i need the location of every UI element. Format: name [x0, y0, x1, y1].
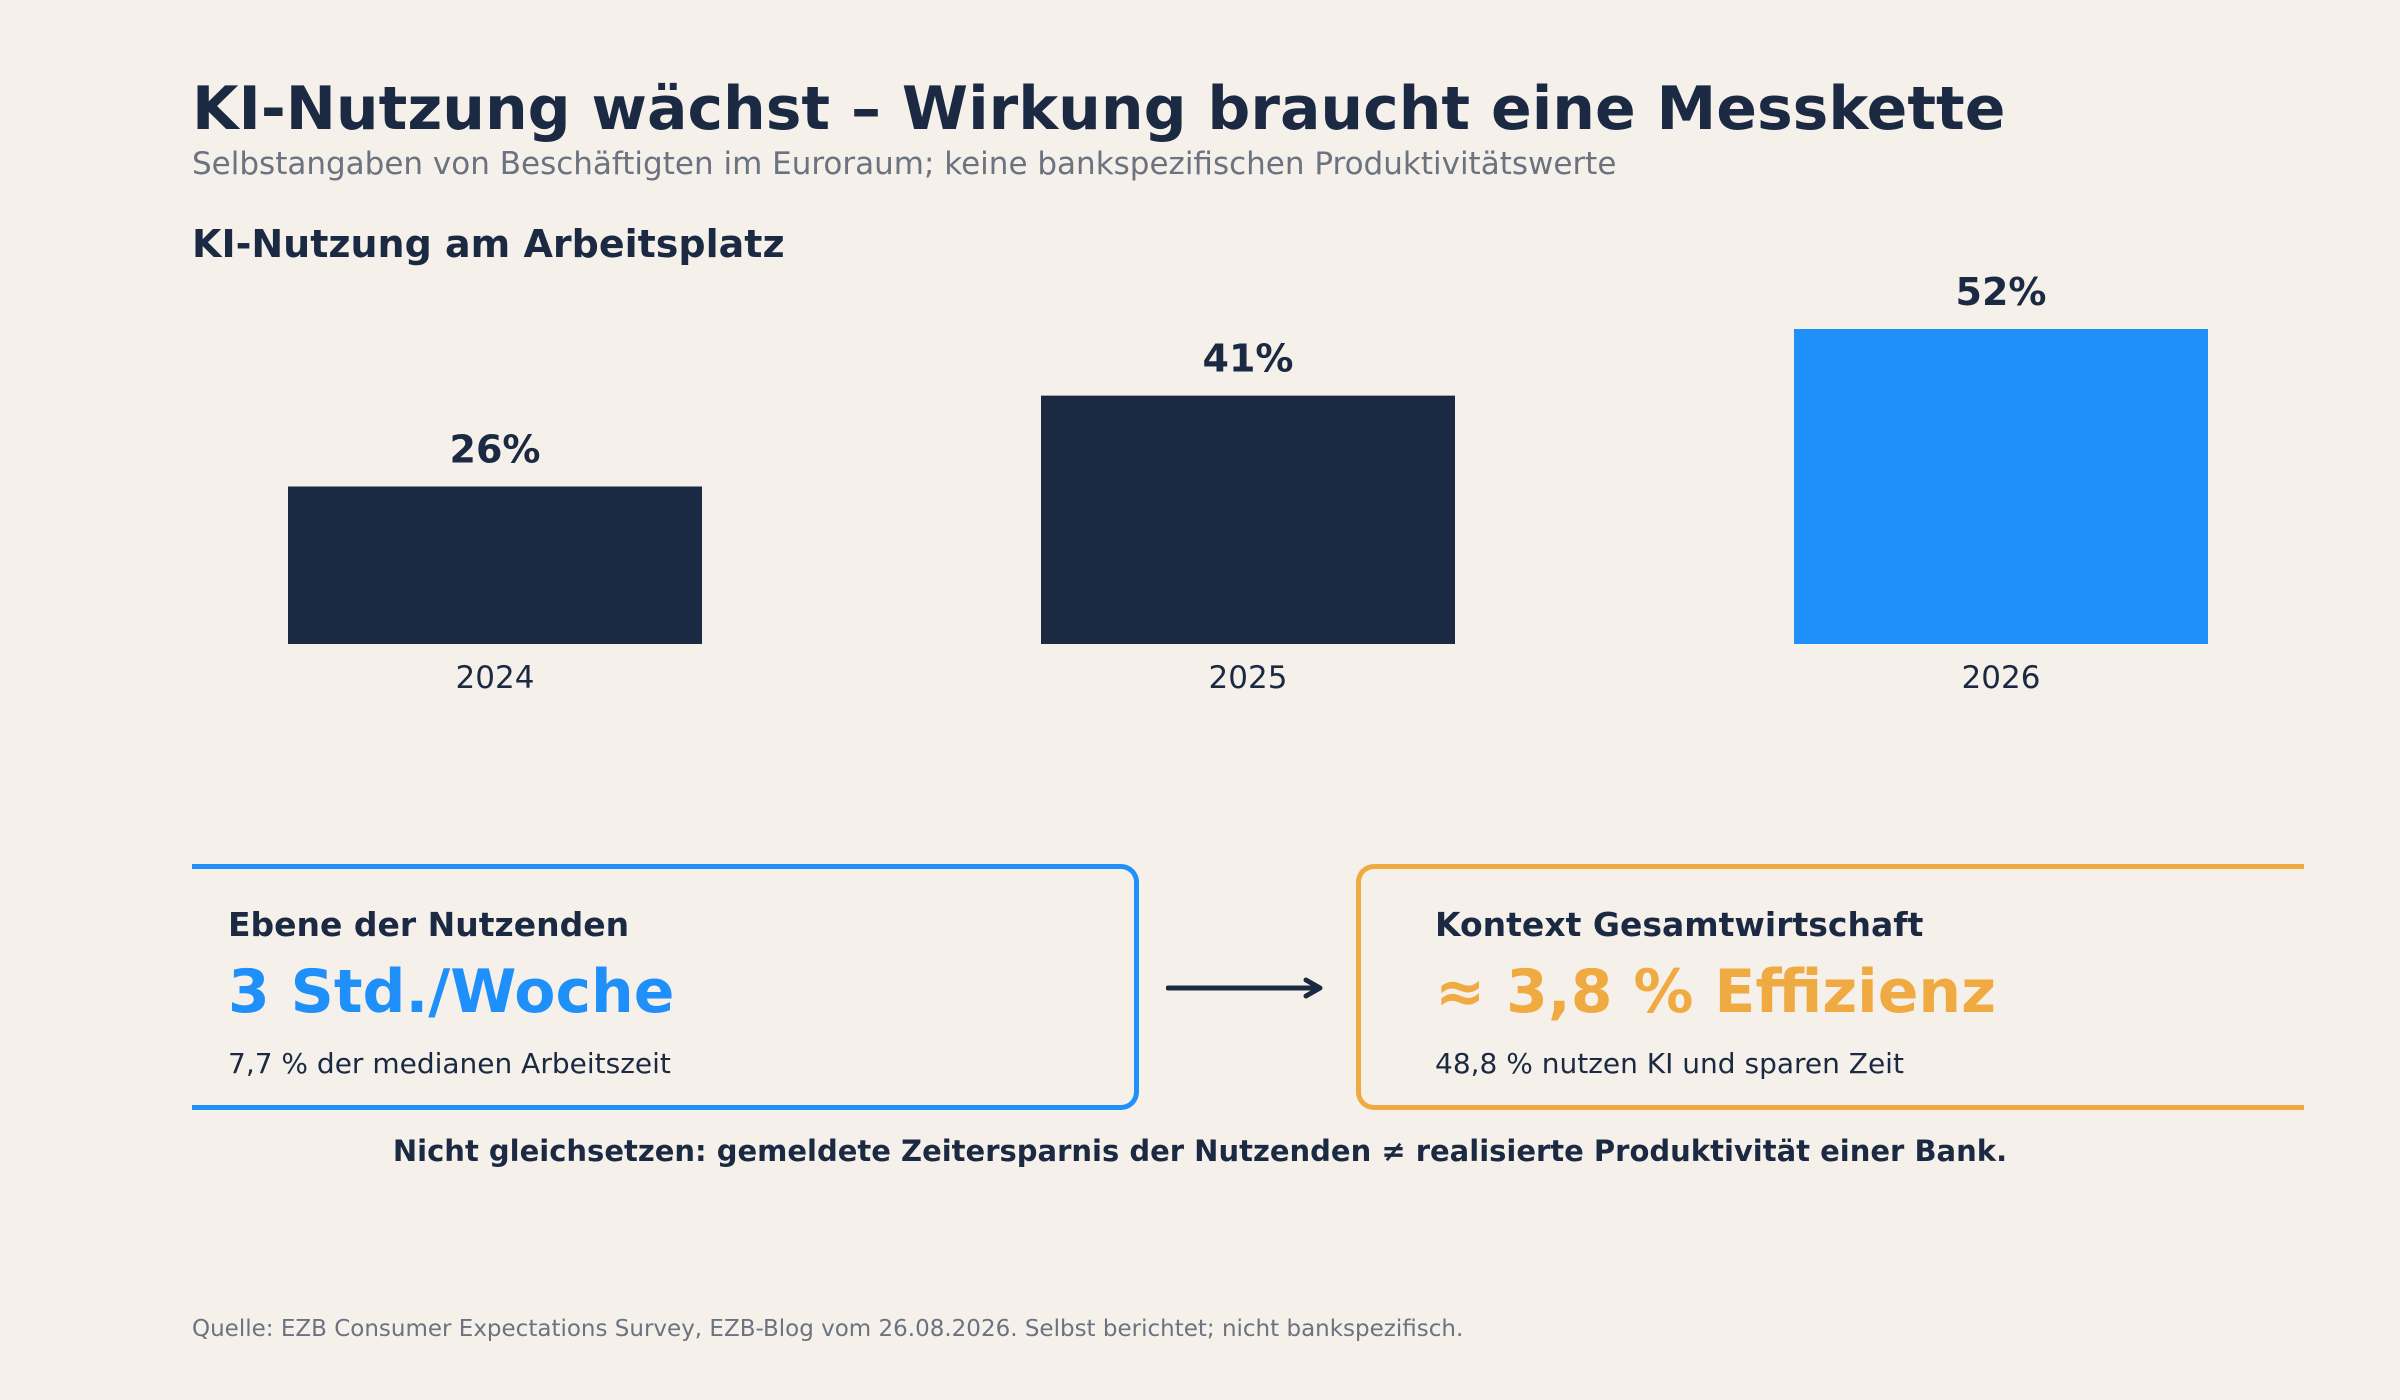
user-level-card: Ebene der Nutzenden 3 Std./Woche 7,7 % d… [192, 864, 1139, 1110]
bar-value-label-2026: 52% [1956, 270, 2047, 314]
economy-context-label: Kontext Gesamtwirtschaft [1435, 905, 1924, 944]
page-title: KI-Nutzung wächst – Wirkung braucht eine… [192, 74, 2006, 144]
bar-2026 [1794, 329, 2208, 644]
source-note: Quelle: EZB Consumer Expectations Survey… [192, 1316, 1464, 1342]
page-subtitle: Selbstangaben von Beschäftigten im Euror… [192, 146, 1617, 182]
bar-chart: 26% 2024 41% 2025 52% 2026 [288, 270, 2208, 696]
warning-note: Nicht gleichsetzen: gemeldete Zeiterspar… [392, 1134, 2008, 1168]
user-level-label: Ebene der Nutzenden [228, 905, 630, 944]
x-tick-label-2024: 2024 [456, 660, 535, 696]
bar-value-label-2024: 26% [450, 428, 541, 472]
x-tick-label-2025: 2025 [1209, 660, 1288, 696]
bar-2025 [1041, 395, 1455, 644]
economy-context-value: ≈ 3,8 % Effizienz [1435, 957, 1997, 1027]
bar-value-label-2025: 41% [1203, 337, 1294, 381]
arrow-right-icon [1166, 977, 1323, 999]
x-tick-label-2026: 2026 [1962, 660, 2041, 696]
user-level-note: 7,7 % der medianen Arbeitszeit [228, 1047, 671, 1080]
chart-title: KI-Nutzung am Arbeitsplatz [192, 222, 785, 266]
bar-2024 [288, 486, 702, 644]
economy-context-note: 48,8 % nutzen KI und sparen Zeit [1435, 1047, 1904, 1080]
user-level-value: 3 Std./Woche [228, 957, 675, 1027]
economy-context-card: Kontext Gesamtwirtschaft ≈ 3,8 % Effizie… [1356, 864, 2304, 1110]
